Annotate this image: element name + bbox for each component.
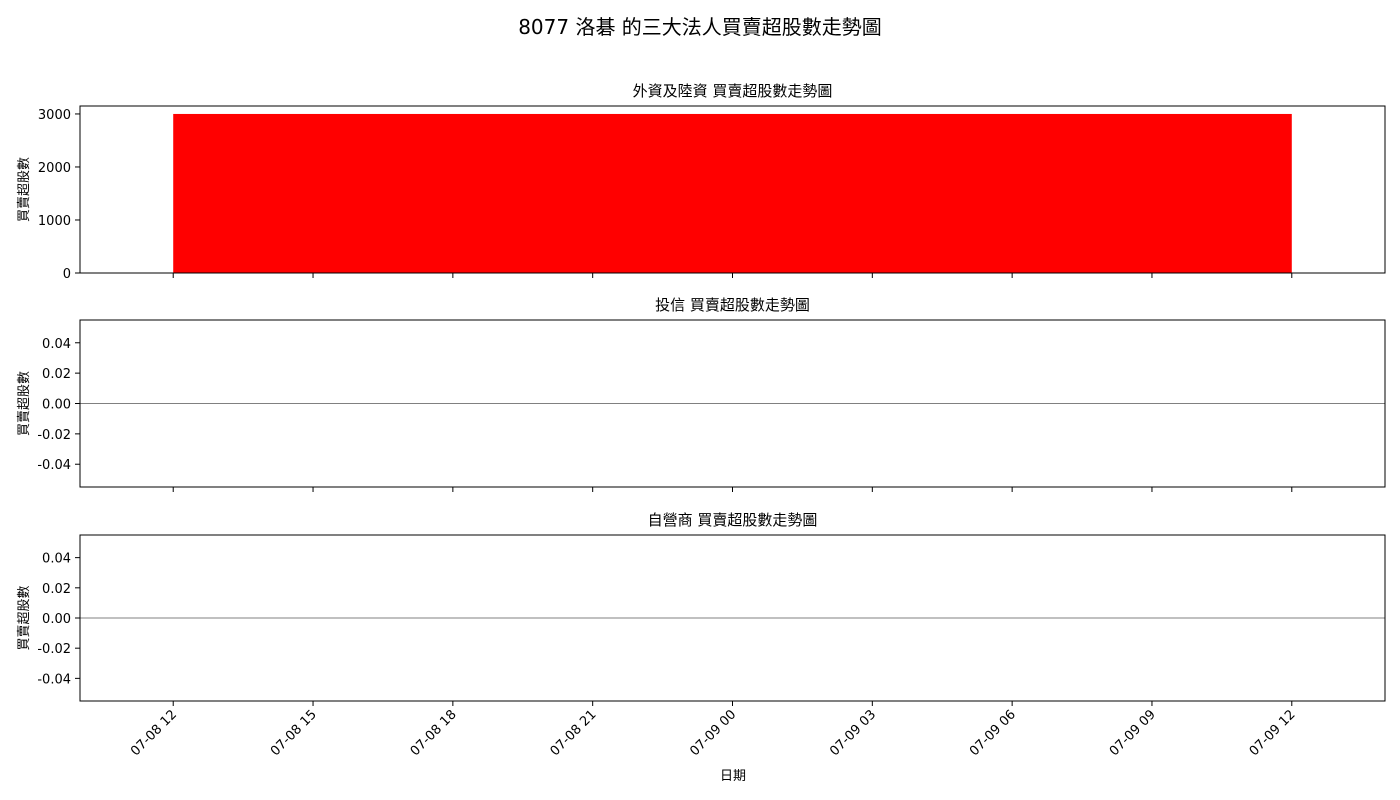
y-tick-label-foreign-0: 0 xyxy=(63,267,71,282)
y-tick-label-trust-1: -0.02 xyxy=(37,428,71,443)
y-axis-label-trust: 買賣超股數 xyxy=(17,371,32,436)
x-axis-label: 日期 xyxy=(720,769,746,784)
subplot-title-dealer: 自營商 買賣超股數走勢圖 xyxy=(648,511,818,529)
y-tick-label-foreign-2: 2000 xyxy=(38,161,71,176)
subplot-trust: 投信 買賣超股數走勢圖 -0.04 -0.02 0.00 0.02 0.04 買賣超股數 xyxy=(17,296,1386,492)
y-tick-label-foreign-1: 1000 xyxy=(38,214,71,229)
y-axis-label-foreign: 買賣超股數 xyxy=(17,157,32,222)
figure-title: 8077 洛碁 的三大法人買賣超股數走勢圖 xyxy=(518,15,882,39)
subplot-foreign: 外資及陸資 買賣超股數走勢圖 0 1000 2000 3000 買賣超股數 xyxy=(17,82,1386,282)
y-tick-label-foreign-3: 3000 xyxy=(38,108,71,123)
subplot-title-trust: 投信 買賣超股數走勢圖 xyxy=(655,296,810,314)
y-tick-label-dealer-2: 0.00 xyxy=(42,612,71,627)
y-tick-label-trust-4: 0.04 xyxy=(42,337,71,352)
y-tick-label-dealer-4: 0.04 xyxy=(42,552,71,567)
bar-foreign-0 xyxy=(173,113,1292,273)
y-tick-label-dealer-0: -0.04 xyxy=(37,672,71,687)
y-tick-label-trust-3: 0.02 xyxy=(42,367,71,382)
y-tick-label-dealer-3: 0.02 xyxy=(42,582,71,597)
y-tick-label-trust-2: 0.00 xyxy=(42,398,71,413)
y-axis-label-dealer: 買賣超股數 xyxy=(17,585,32,650)
subplot-title-foreign: 外資及陸資 買賣超股數走勢圖 xyxy=(633,82,833,100)
subplot-dealer: 自營商 買賣超股數走勢圖 -0.04 -0.02 0.00 0.02 0.04 買賣超股數 xyxy=(17,511,1386,706)
y-tick-label-dealer-1: -0.02 xyxy=(37,642,71,657)
y-tick-label-trust-0: -0.04 xyxy=(37,458,71,473)
